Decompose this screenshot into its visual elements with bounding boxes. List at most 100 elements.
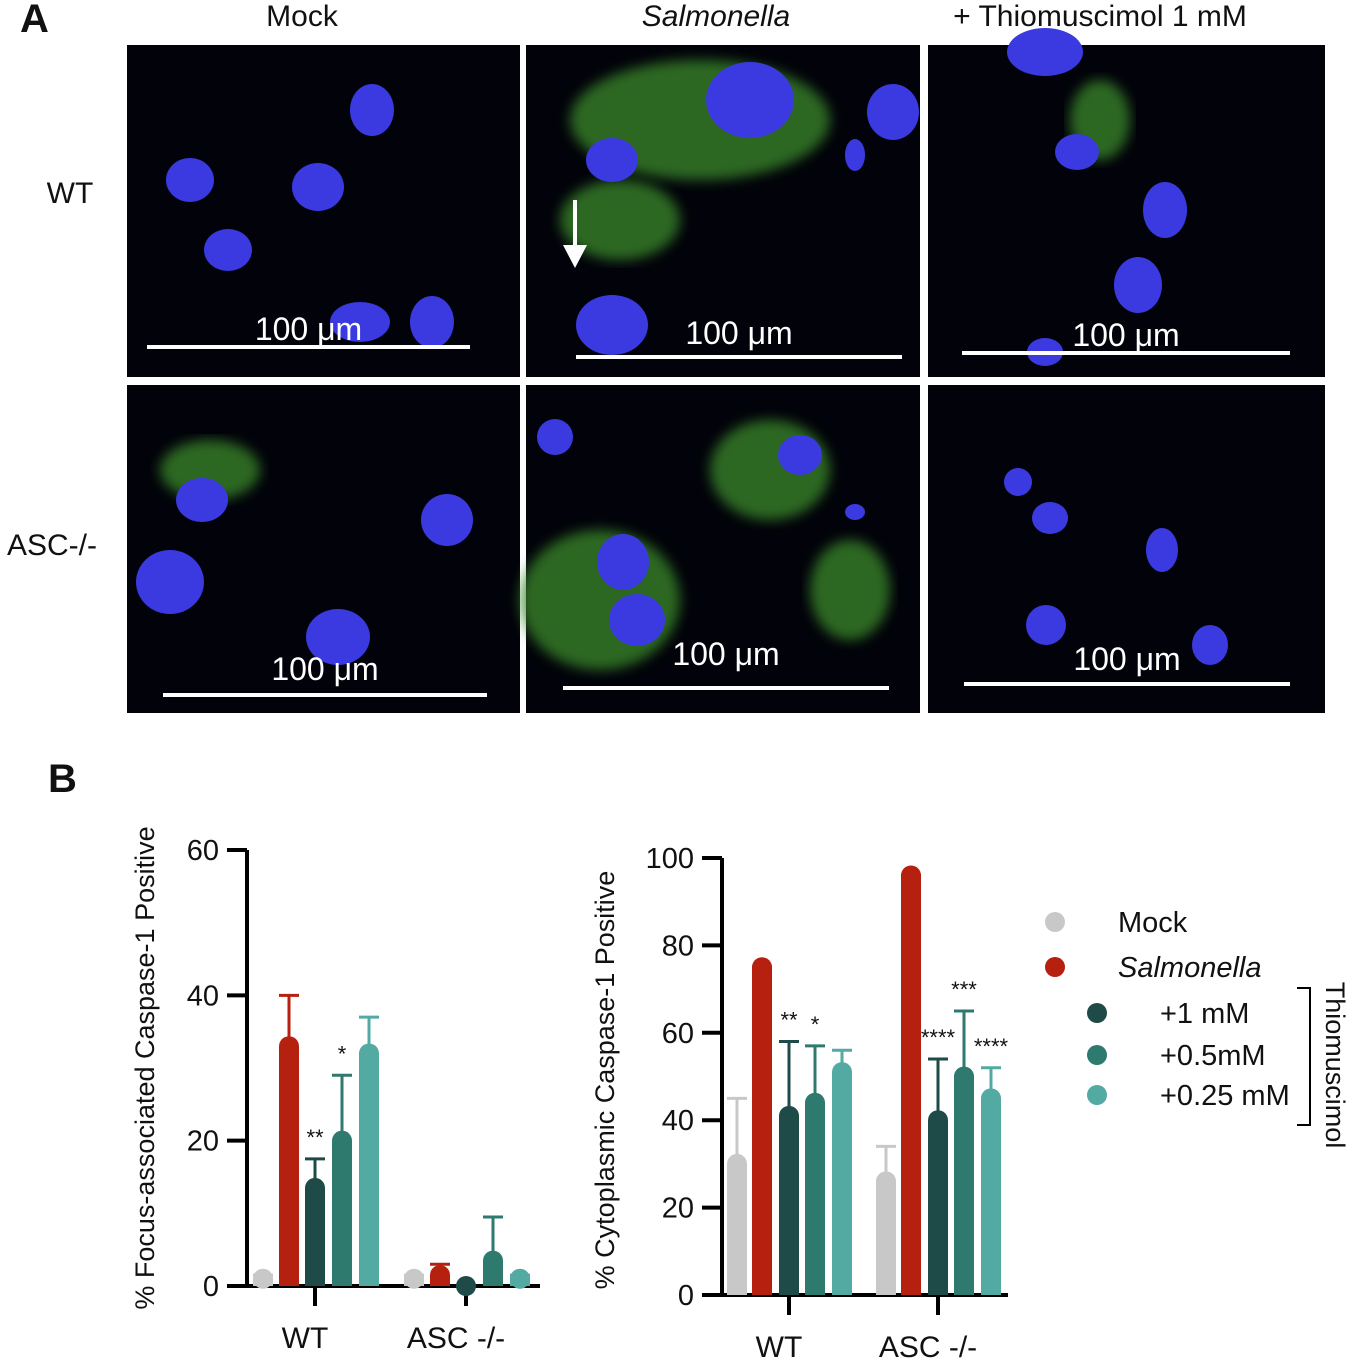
scale-bar-label: 100 μm	[1072, 317, 1179, 353]
y-tick-label: 60	[187, 835, 219, 867]
legend-bracket	[1297, 987, 1311, 1126]
nucleus	[706, 62, 794, 138]
nucleus	[778, 435, 822, 475]
y-axis-title: % Cytoplasmic Caspase-1 Positive	[590, 871, 620, 1290]
y-tick-label: 40	[187, 980, 219, 1012]
significance: **	[780, 1008, 798, 1033]
nucleus	[176, 478, 228, 522]
arrow-head	[563, 245, 587, 268]
bar-cap-dot	[456, 1276, 476, 1296]
bar-cap-dot	[779, 1105, 799, 1126]
legend-label: +0.5mM	[1160, 1040, 1266, 1072]
legend-label: Salmonella	[1118, 952, 1261, 984]
y-tick-label: 20	[662, 1193, 694, 1225]
nucleus	[350, 84, 394, 136]
bar	[779, 1115, 799, 1295]
y-tick-label: 40	[662, 1105, 694, 1137]
bar-cap-dot	[928, 1110, 948, 1131]
scale-bar-label: 100 μm	[255, 311, 362, 347]
nucleus	[609, 594, 665, 646]
significance: ***	[951, 977, 977, 1002]
y-tick-label: 20	[187, 1126, 219, 1158]
scale-bar-label: 100 μm	[1073, 641, 1180, 677]
bar	[832, 1072, 852, 1295]
cytoplasm-stain	[560, 180, 680, 260]
bar-cap-dot	[981, 1088, 1001, 1109]
x-tick-label: WT	[756, 1331, 803, 1362]
bar	[876, 1181, 896, 1295]
nucleus	[867, 84, 919, 140]
y-tick-label: 100	[646, 843, 694, 875]
nucleus	[1143, 182, 1187, 238]
bar-cap-dot	[876, 1171, 896, 1192]
bar-cap-dot	[510, 1268, 530, 1289]
row-label: ASC-/-	[7, 529, 97, 562]
bar-cap-dot	[805, 1092, 825, 1113]
bar	[359, 1053, 379, 1286]
column-header: + Thiomuscimol 1 mM	[953, 0, 1247, 33]
x-tick-label: ASC -/-	[407, 1322, 505, 1355]
nucleus	[1026, 605, 1066, 645]
cytoplasm-stain	[810, 540, 890, 640]
x-tick-label: ASC -/-	[879, 1331, 977, 1362]
bar-cap-dot	[305, 1177, 325, 1198]
significance: *	[338, 1041, 347, 1066]
bar-cap-dot	[253, 1268, 273, 1289]
nucleus	[306, 609, 370, 665]
bar	[305, 1187, 325, 1286]
significance: *	[811, 1012, 820, 1037]
legend-swatch	[1087, 1085, 1107, 1105]
micrograph	[127, 45, 520, 377]
legend-swatch	[1045, 912, 1065, 932]
nucleus	[1032, 502, 1068, 534]
bar	[981, 1098, 1001, 1295]
bar-cap-dot	[279, 1036, 299, 1057]
panel-label: B	[48, 757, 77, 801]
nucleus	[421, 494, 473, 546]
bar-cap-dot	[832, 1062, 852, 1083]
bar-cap-dot	[404, 1268, 424, 1289]
column-header: Salmonella	[642, 0, 790, 33]
bar	[332, 1140, 352, 1286]
significance: ****	[921, 1025, 956, 1050]
nucleus	[597, 534, 649, 590]
legend-group-label: Thiomuscimol	[1320, 982, 1350, 1149]
nucleus	[166, 158, 214, 202]
panel-label: A	[20, 0, 49, 41]
y-tick-label: 60	[662, 1018, 694, 1050]
scale-bar-label: 100 μm	[271, 651, 378, 687]
y-tick-label: 80	[662, 930, 694, 962]
row-label: WT	[47, 177, 94, 210]
nucleus	[845, 139, 865, 171]
nucleus	[410, 296, 454, 348]
nucleus	[1146, 528, 1178, 572]
y-tick-label: 0	[678, 1280, 694, 1312]
bar	[901, 875, 921, 1295]
bar-cap-dot	[359, 1043, 379, 1064]
nucleus	[1055, 134, 1099, 170]
bar-cap-dot	[483, 1250, 503, 1271]
nucleus	[576, 295, 648, 355]
bar-cap-dot	[727, 1153, 747, 1174]
bar-cap-dot	[954, 1066, 974, 1087]
micrograph	[928, 45, 1325, 377]
nucleus	[292, 163, 344, 211]
legend-swatch	[1045, 957, 1065, 977]
nucleus	[537, 419, 573, 455]
bar	[805, 1102, 825, 1295]
bar-cap-dot	[901, 865, 921, 886]
micrograph	[928, 385, 1325, 713]
legend-label: Mock	[1118, 907, 1188, 939]
nucleus	[136, 550, 204, 614]
bar	[727, 1163, 747, 1295]
bar	[752, 967, 772, 1295]
bar	[279, 1046, 299, 1286]
bar	[928, 1120, 948, 1295]
x-tick-label: WT	[282, 1322, 329, 1355]
nucleus	[1114, 257, 1162, 313]
scale-bar-label: 100 μm	[672, 636, 779, 672]
legend-swatch	[1087, 1045, 1107, 1065]
bar-cap-dot	[430, 1265, 450, 1286]
nucleus	[204, 229, 252, 271]
